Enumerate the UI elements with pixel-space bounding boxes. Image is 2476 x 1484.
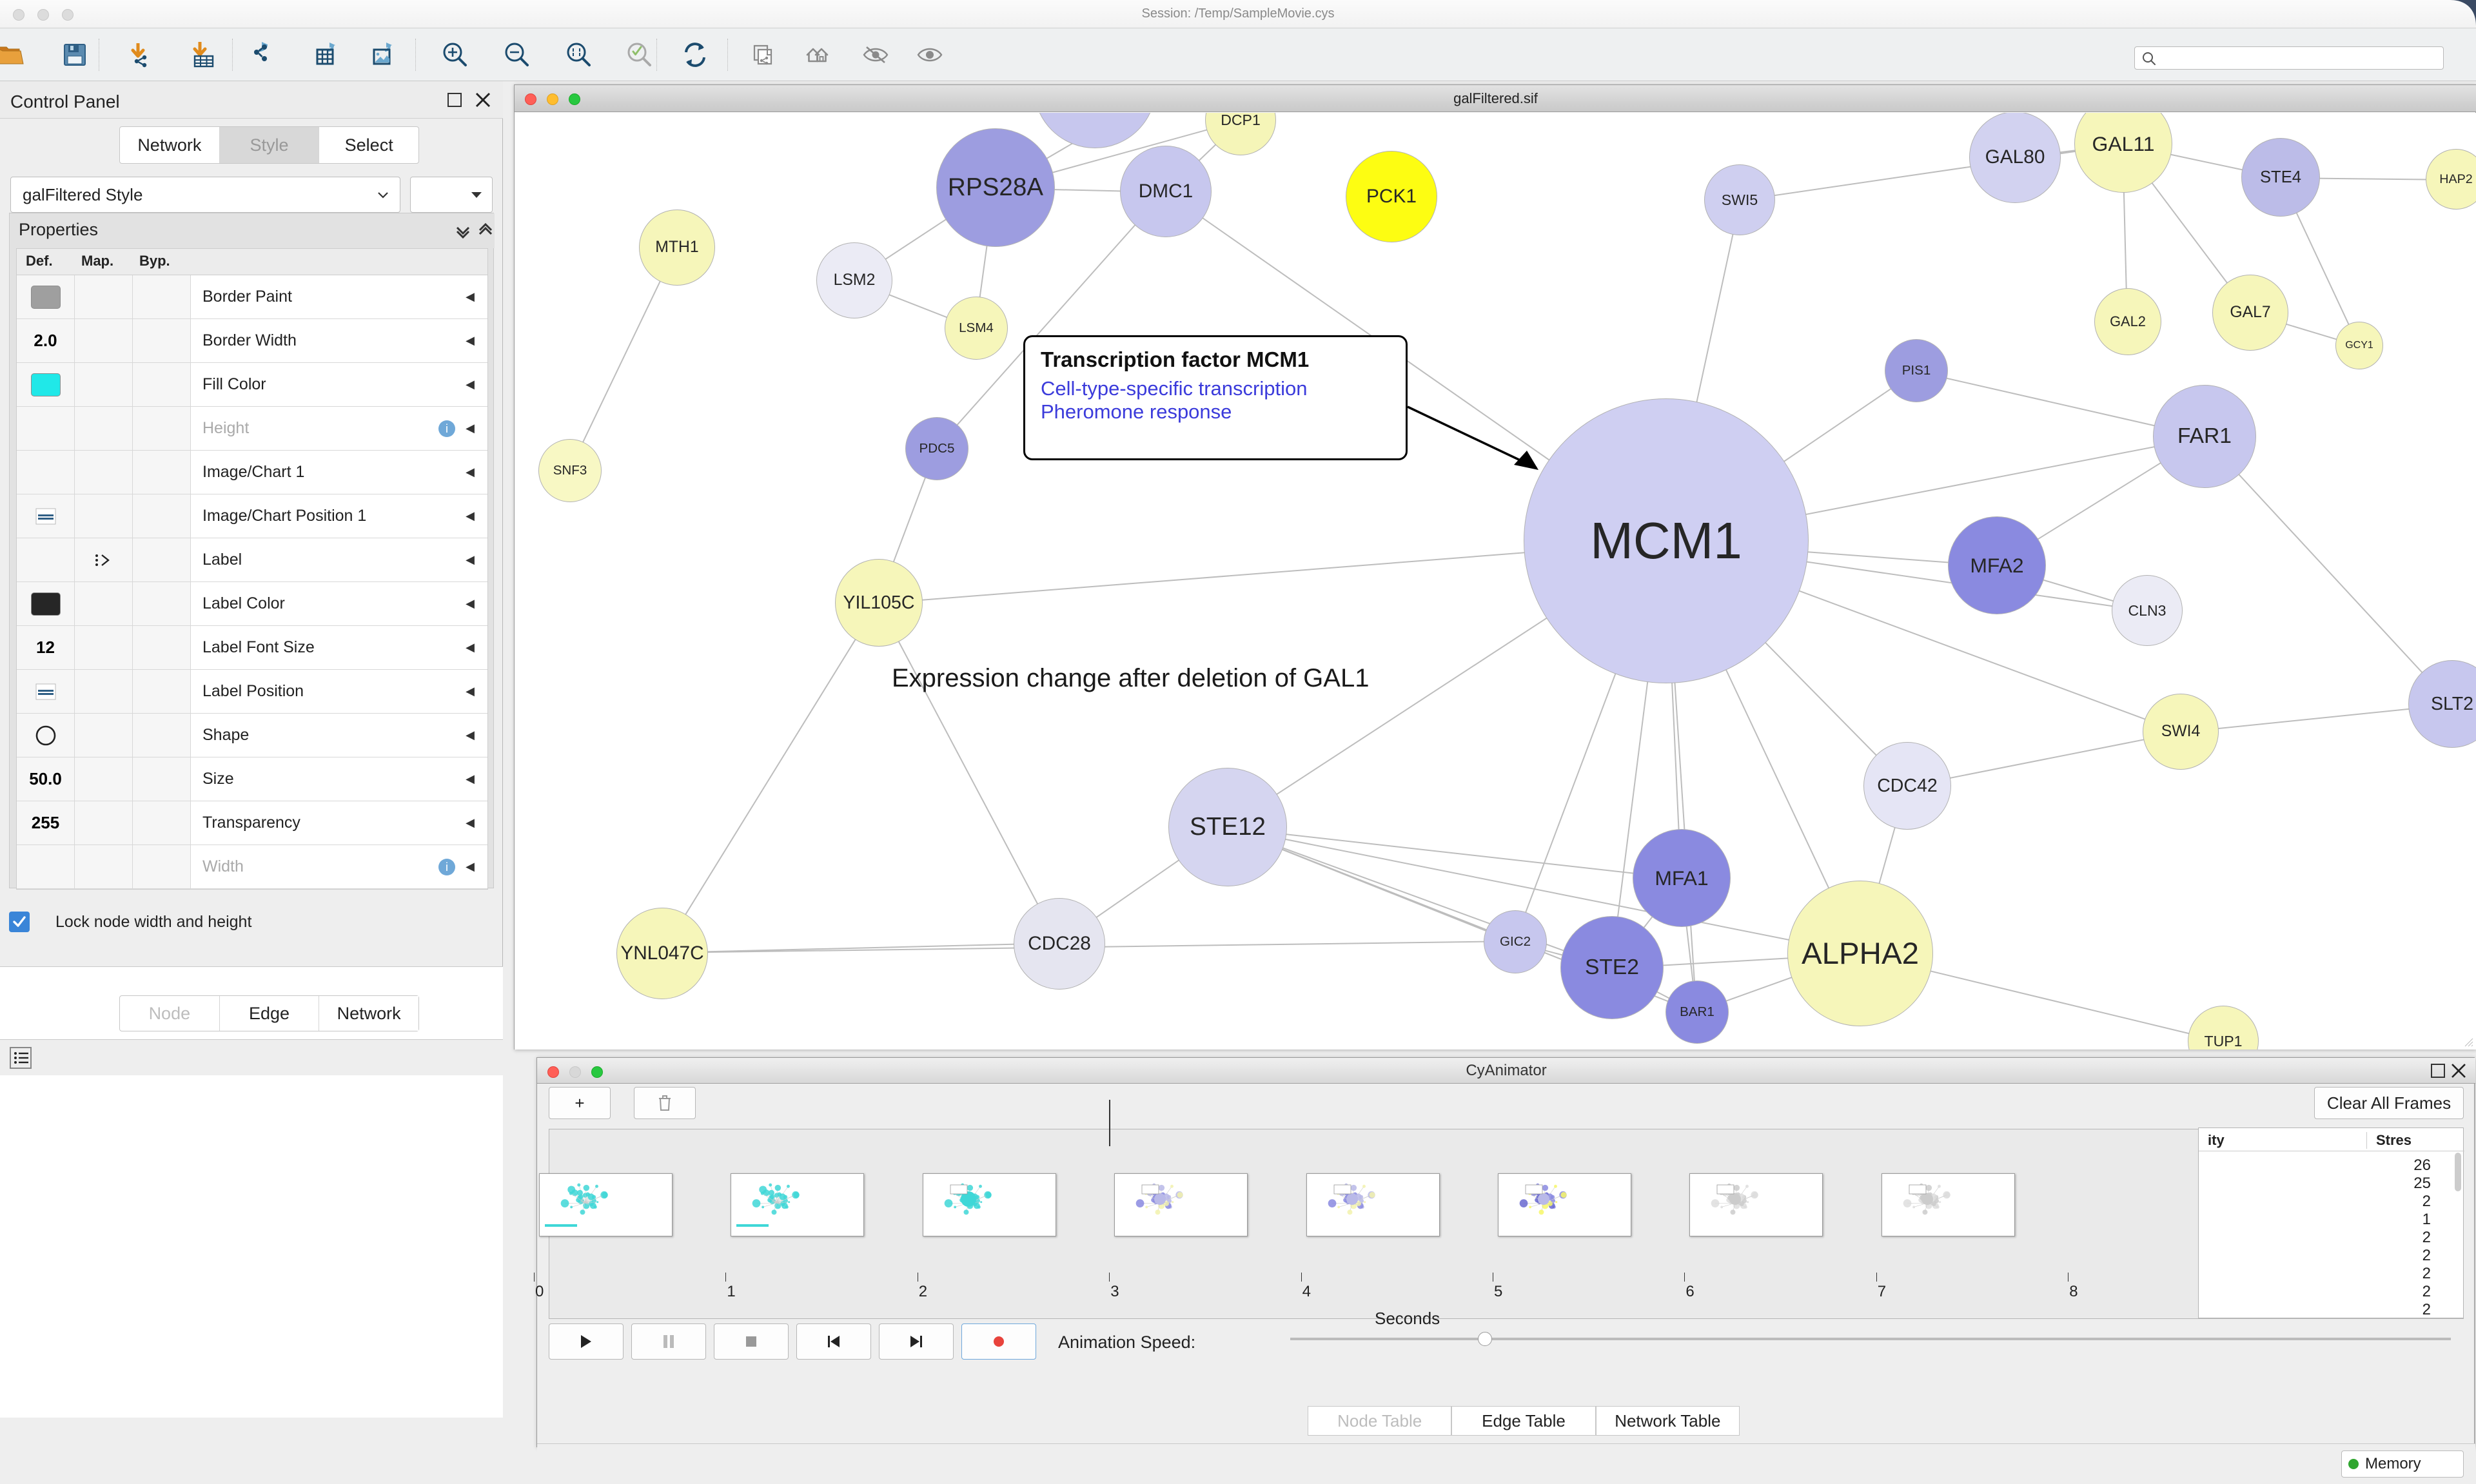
svg-text:i: i xyxy=(446,861,448,874)
svg-text:i: i xyxy=(446,422,448,435)
